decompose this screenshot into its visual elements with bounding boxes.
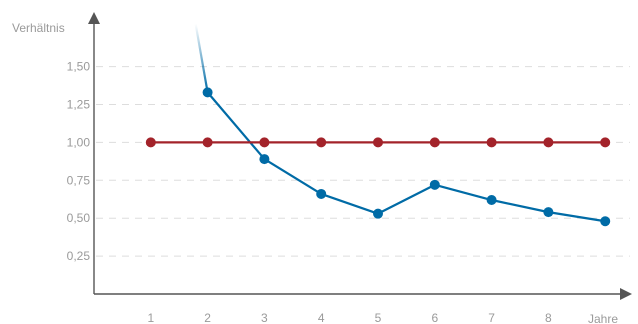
series-1-point — [543, 137, 554, 148]
series-0-line — [206, 91, 606, 223]
x-tick-label: 6 — [431, 311, 438, 324]
series-0-point — [259, 154, 270, 165]
x-tick-label: 7 — [488, 311, 495, 324]
series-1-point — [316, 137, 327, 148]
x-tick-label: 8 — [545, 311, 552, 324]
series-0-point — [486, 195, 497, 206]
series-1-point — [259, 137, 270, 148]
y-tick-label: 1,50 — [67, 60, 91, 74]
y-tick-label: 1,25 — [67, 98, 91, 112]
series-layer — [145, 1, 611, 227]
y-tick-label: 1,00 — [67, 135, 91, 149]
series-1-point — [600, 137, 611, 148]
x-axis-arrow — [620, 288, 632, 300]
series-0-point — [202, 87, 213, 98]
series-1-point — [202, 137, 213, 148]
x-tick-label: 4 — [318, 311, 325, 324]
series-0-point — [429, 179, 440, 190]
y-tick-label: 0,50 — [67, 211, 91, 225]
x-tick-label: 3 — [261, 311, 268, 324]
series-1-point — [486, 137, 497, 148]
series-0-point — [316, 188, 327, 199]
x-axis-title: Jahre — [588, 312, 618, 324]
series-0-point — [543, 207, 554, 218]
y-tick-label: 0,75 — [67, 173, 91, 187]
series-1-point — [373, 137, 383, 148]
grid-lines — [96, 66, 630, 257]
x-tick-label: 1 — [147, 311, 154, 324]
series-0-lead-in — [190, 1, 209, 93]
x-tick-labels: 1 2 3 4 5 6 7 8 — [147, 311, 552, 324]
y-axis-arrow — [88, 12, 100, 24]
series-1-point — [429, 137, 440, 148]
series-1-point — [145, 137, 156, 148]
x-tick-label: 5 — [375, 311, 382, 324]
axes — [88, 12, 632, 300]
y-axis-title: Verhältnis — [12, 21, 65, 35]
series-0-point — [600, 216, 611, 227]
y-tick-label: 0,25 — [67, 249, 91, 263]
x-tick-label: 2 — [204, 311, 211, 324]
y-tick-labels: 0,25 0,50 0,75 1,00 1,25 1,50 — [67, 60, 91, 264]
series-0-point — [373, 208, 383, 219]
